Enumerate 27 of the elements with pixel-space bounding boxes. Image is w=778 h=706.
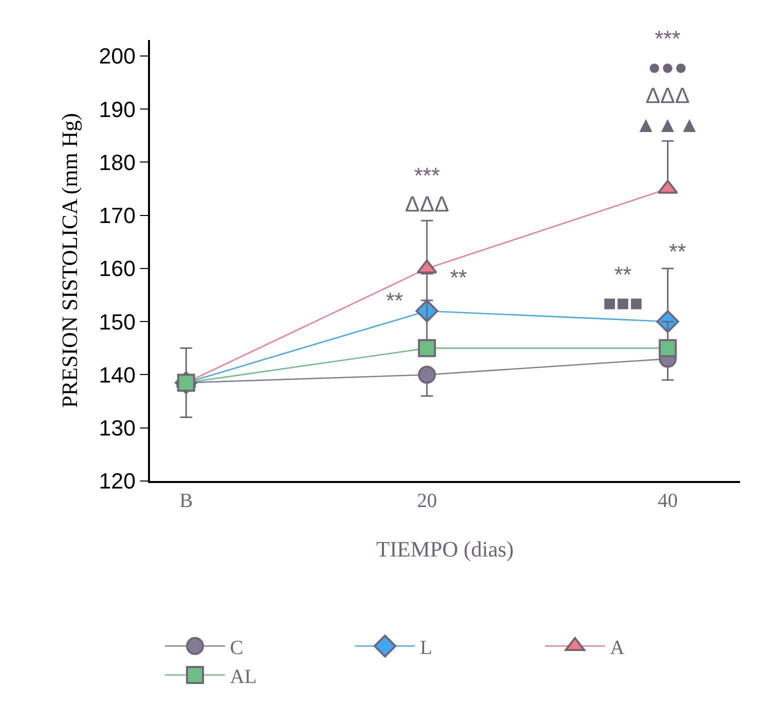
point xyxy=(418,339,436,358)
annotation: ** xyxy=(669,239,687,264)
y-tick-label: 150 xyxy=(98,309,136,334)
legend-label: A xyxy=(610,636,625,659)
legend-label: C xyxy=(230,636,244,659)
legend-label: AL xyxy=(230,666,257,688)
annotation: *** ΔΔΔ xyxy=(405,163,450,217)
annotation: *** ●●● ΔΔΔ ▲▲▲ xyxy=(635,26,700,137)
y-tick-label: 120 xyxy=(98,468,136,494)
y-axis-title: PRESION SISTOLICA (mm Hg) xyxy=(57,113,82,408)
annotation: ** xyxy=(450,265,468,290)
x-tick-label: 40 xyxy=(658,490,678,512)
y-tick-label: 130 xyxy=(98,416,136,441)
y-tick-label: 170 xyxy=(98,203,136,228)
x-axis-title: TIEMPO (dias) xyxy=(376,536,514,562)
y-tick-label: 140 xyxy=(98,362,136,388)
annotation: ** xyxy=(386,288,404,313)
annotation: ** ■■■ xyxy=(603,262,643,316)
y-tick-label: 180 xyxy=(98,150,136,175)
y-tick-label: 160 xyxy=(98,256,136,282)
y-tick-label: 200 xyxy=(98,44,136,69)
point xyxy=(418,366,436,384)
x-tick-label: B xyxy=(179,490,193,512)
legend-label: L xyxy=(420,636,432,659)
y-tick-label: 190 xyxy=(98,96,136,122)
x-tick-label: 20 xyxy=(416,490,437,512)
point xyxy=(658,339,677,358)
